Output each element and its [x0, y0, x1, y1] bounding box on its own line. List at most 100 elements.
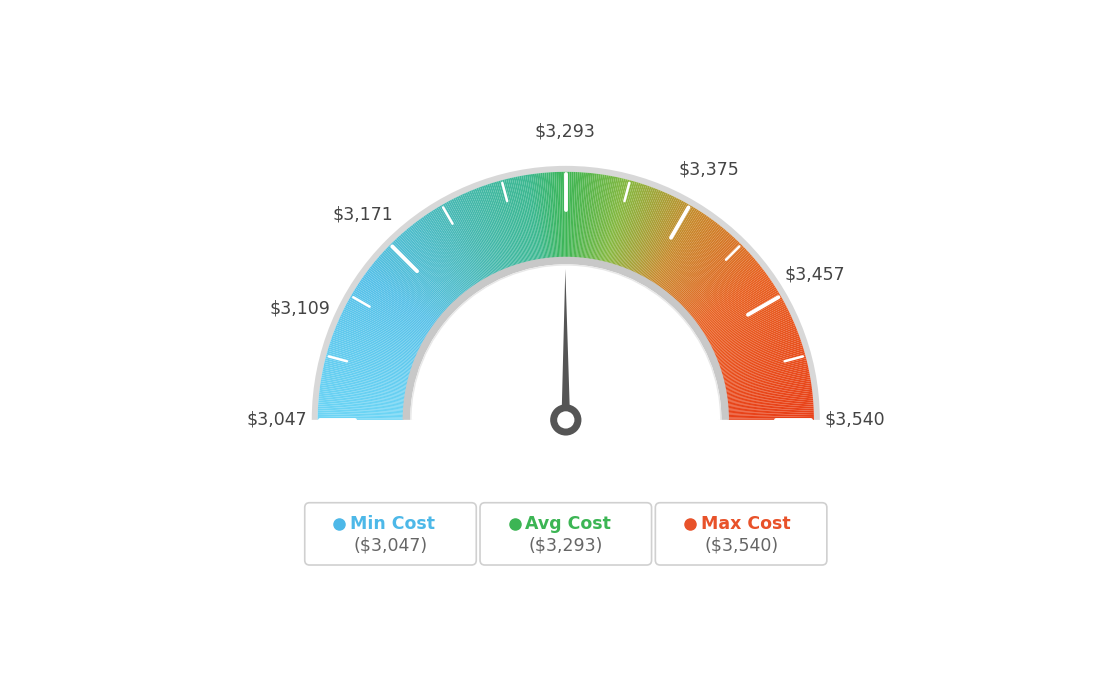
- Wedge shape: [319, 389, 405, 401]
- Text: $3,109: $3,109: [269, 300, 330, 318]
- Wedge shape: [670, 230, 726, 297]
- Wedge shape: [638, 198, 679, 276]
- Wedge shape: [725, 381, 811, 396]
- Wedge shape: [338, 322, 417, 357]
- Wedge shape: [318, 400, 404, 408]
- Wedge shape: [698, 277, 769, 328]
- Wedge shape: [725, 377, 810, 393]
- Wedge shape: [330, 342, 412, 370]
- Wedge shape: [349, 299, 425, 342]
- Text: Max Cost: Max Cost: [701, 515, 790, 533]
- Wedge shape: [358, 284, 431, 332]
- Wedge shape: [673, 235, 733, 300]
- Wedge shape: [337, 323, 417, 358]
- Wedge shape: [321, 373, 407, 391]
- Wedge shape: [590, 175, 605, 260]
- Text: ($3,540): ($3,540): [704, 536, 778, 554]
- Text: $3,047: $3,047: [247, 411, 308, 429]
- Wedge shape: [478, 187, 510, 268]
- Wedge shape: [428, 213, 477, 286]
- Wedge shape: [531, 174, 544, 259]
- Wedge shape: [720, 343, 803, 371]
- Wedge shape: [476, 188, 509, 269]
- Wedge shape: [725, 375, 810, 392]
- Wedge shape: [435, 208, 481, 283]
- Wedge shape: [370, 266, 438, 321]
- Wedge shape: [446, 201, 489, 278]
- Text: Avg Cost: Avg Cost: [526, 515, 612, 533]
- Wedge shape: [658, 216, 709, 288]
- Wedge shape: [439, 206, 485, 281]
- Wedge shape: [679, 241, 740, 304]
- Wedge shape: [354, 288, 428, 335]
- Wedge shape: [684, 251, 750, 311]
- Wedge shape: [719, 339, 802, 368]
- Wedge shape: [712, 314, 792, 352]
- Text: $3,375: $3,375: [679, 160, 740, 179]
- Wedge shape: [581, 173, 591, 259]
- Wedge shape: [346, 304, 423, 345]
- Wedge shape: [533, 174, 545, 259]
- Wedge shape: [322, 368, 407, 387]
- Wedge shape: [593, 175, 608, 261]
- Wedge shape: [707, 299, 783, 342]
- Wedge shape: [687, 255, 752, 313]
- Text: $3,293: $3,293: [534, 122, 595, 140]
- Wedge shape: [344, 306, 422, 346]
- Wedge shape: [422, 217, 473, 288]
- Wedge shape: [652, 210, 700, 284]
- Wedge shape: [710, 306, 787, 346]
- Wedge shape: [687, 256, 753, 314]
- Wedge shape: [728, 399, 814, 407]
- Wedge shape: [318, 404, 404, 411]
- Wedge shape: [575, 172, 582, 259]
- Wedge shape: [724, 366, 808, 386]
- Wedge shape: [662, 220, 714, 290]
- Wedge shape: [320, 387, 405, 400]
- Wedge shape: [715, 325, 796, 359]
- Wedge shape: [623, 188, 656, 269]
- Wedge shape: [718, 336, 800, 366]
- Wedge shape: [318, 402, 404, 410]
- Wedge shape: [391, 243, 453, 306]
- Wedge shape: [584, 173, 595, 259]
- Wedge shape: [588, 175, 603, 260]
- Wedge shape: [399, 235, 458, 300]
- Wedge shape: [326, 356, 410, 380]
- Wedge shape: [608, 181, 634, 264]
- Wedge shape: [636, 196, 675, 275]
- Wedge shape: [650, 208, 697, 283]
- Wedge shape: [336, 325, 416, 359]
- Wedge shape: [323, 364, 408, 384]
- Wedge shape: [691, 264, 760, 319]
- Wedge shape: [656, 214, 705, 286]
- Wedge shape: [703, 288, 777, 335]
- Wedge shape: [597, 177, 616, 262]
- Wedge shape: [624, 188, 657, 270]
- Wedge shape: [457, 196, 496, 275]
- Wedge shape: [331, 336, 414, 366]
- Wedge shape: [349, 297, 425, 341]
- Wedge shape: [594, 175, 611, 261]
- Wedge shape: [648, 206, 693, 282]
- Wedge shape: [319, 395, 405, 405]
- Wedge shape: [360, 280, 432, 330]
- Wedge shape: [412, 224, 467, 293]
- Wedge shape: [327, 353, 410, 377]
- Wedge shape: [659, 217, 710, 288]
- Wedge shape: [637, 197, 677, 275]
- Wedge shape: [627, 190, 661, 270]
- Wedge shape: [319, 397, 405, 406]
- Wedge shape: [341, 313, 420, 351]
- Wedge shape: [321, 377, 406, 393]
- Wedge shape: [644, 202, 687, 279]
- Wedge shape: [382, 251, 447, 311]
- Wedge shape: [726, 397, 813, 406]
- Wedge shape: [558, 172, 562, 258]
- Wedge shape: [510, 178, 531, 262]
- Wedge shape: [609, 181, 635, 264]
- Wedge shape: [333, 331, 415, 363]
- Wedge shape: [487, 184, 516, 266]
- Wedge shape: [630, 193, 666, 272]
- Wedge shape: [643, 201, 686, 278]
